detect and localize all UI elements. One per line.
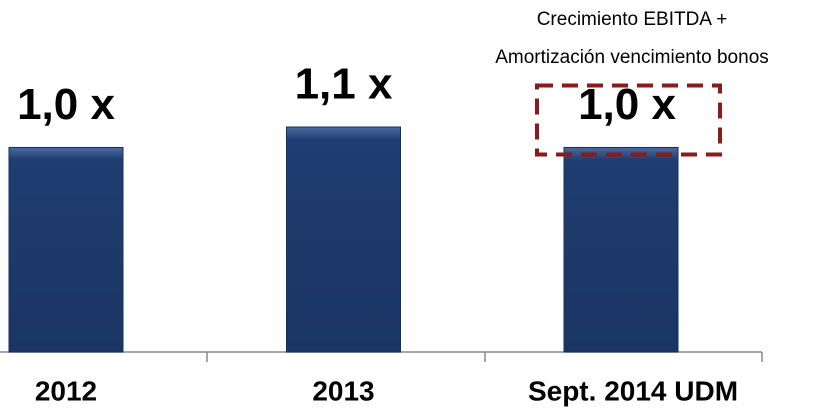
value-label: 1,0 x [17,80,115,129]
value-label: 1,1 x [295,60,393,109]
bar [8,146,124,353]
bar [563,146,679,353]
annotation: Amortización vencimiento bonos [495,47,769,68]
annotation: Crecimiento EBITDA + [537,9,728,30]
x-tick-label: Sept. 2014 UDM [528,375,738,406]
bar [286,126,401,353]
value-label: 1,0 x [578,80,676,129]
x-tick-label: 2012 [35,375,97,406]
x-tick-label: 2013 [312,375,374,406]
